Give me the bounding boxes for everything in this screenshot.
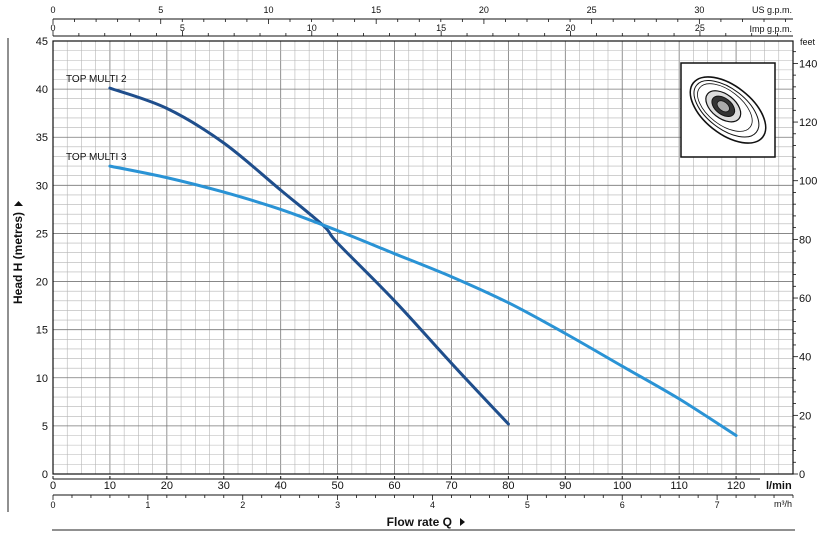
x-tick-label: 90	[559, 480, 571, 492]
x-tick-label: 100	[613, 480, 631, 492]
x-tick-label: 30	[218, 480, 230, 492]
feet-tick-label: 100	[799, 176, 817, 188]
m3h-tick-label: 4	[430, 500, 435, 510]
top-imp-gpm-axis: 0 5 10 15 20 25	[50, 23, 793, 37]
imp-gpm-tick-label: 10	[307, 23, 317, 33]
us-gpm-tick-label: 5	[158, 5, 163, 15]
feet-tick-label: 80	[799, 234, 811, 246]
feet-tick-label: 120	[799, 117, 817, 129]
y-tick-label: 0	[42, 469, 48, 481]
x-tick-label: 10	[104, 480, 116, 492]
us-gpm-tick-label: 10	[263, 5, 273, 15]
x-tick-label: 20	[161, 480, 173, 492]
y-tick-label: 40	[36, 84, 48, 96]
top-us-gpm-axis: 0 5 10 15 20 25 30	[50, 5, 793, 24]
feet-unit: feet	[800, 37, 816, 47]
x-tick-label: 60	[388, 480, 400, 492]
us-gpm-tick-label: 0	[50, 5, 55, 15]
m3h-unit: m³/h	[774, 499, 792, 509]
lmin-unit: l/min	[766, 480, 792, 492]
y-tick-label: 10	[36, 373, 48, 385]
curves	[108, 86, 738, 437]
head-metres-axis: 0 5 10 15 20 25 30 35 40 45	[36, 36, 48, 481]
us-gpm-tick-label: 15	[371, 5, 381, 15]
y-tick-label: 45	[36, 36, 48, 48]
feet-tick-label: 20	[799, 410, 811, 422]
y-tick-label: 5	[42, 421, 48, 433]
us-gpm-unit: US g.p.m.	[752, 5, 792, 15]
series-labels: TOP MULTI 2 TOP MULTI 3	[66, 74, 127, 163]
imp-gpm-tick-label: 5	[180, 23, 185, 33]
m3h-tick-label: 1	[145, 500, 150, 510]
plot-frame	[52, 40, 794, 475]
x-axis-title: Flow rate Q	[387, 515, 465, 529]
x-tick-label: 120	[727, 480, 745, 492]
series-label-1: TOP MULTI 2	[66, 74, 127, 85]
y-tick-label: 15	[36, 325, 48, 337]
x-tick-label: 0	[50, 480, 56, 492]
imp-gpm-tick-label: 15	[436, 23, 446, 33]
series-line-1	[108, 86, 510, 426]
flow-lmin-axis: 0 10 20 30 40 50 60 70 80 90 100 110 120	[50, 476, 760, 492]
feet-tick-label: 140	[799, 58, 817, 70]
x-tick-label: 50	[331, 480, 343, 492]
imp-gpm-unit: Imp g.p.m.	[749, 24, 792, 34]
imp-gpm-tick-label: 20	[566, 23, 576, 33]
flow-m3h-axis: 0 1 2 3 4 5 6 7	[50, 494, 794, 510]
m3h-tick-label: 7	[715, 500, 720, 510]
y-tick-label: 20	[36, 277, 48, 289]
x-axis-title-text: Flow rate Q	[387, 515, 452, 529]
feet-tick-label: 40	[799, 352, 811, 364]
us-gpm-tick-label: 20	[479, 5, 489, 15]
grid	[52, 40, 794, 475]
m3h-tick-label: 0	[50, 500, 55, 510]
x-tick-label: 70	[445, 480, 457, 492]
m3h-tick-label: 3	[335, 500, 340, 510]
imp-gpm-tick-label: 25	[695, 23, 705, 33]
m3h-tick-label: 5	[525, 500, 530, 510]
head-feet-axis: 0 20 40 60 80 100 120 140	[793, 51, 817, 481]
impeller-icon	[689, 76, 767, 144]
m3h-tick-label: 2	[240, 500, 245, 510]
feet-tick-label: 60	[799, 293, 811, 305]
imp-gpm-tick-label: 0	[50, 23, 55, 33]
pump-impeller-inset	[680, 62, 776, 158]
y-axis-title-text: Head H (metres)	[11, 212, 25, 304]
y-axis-arrow-icon	[14, 201, 23, 206]
y-tick-label: 25	[36, 228, 48, 240]
x-tick-label: 80	[502, 480, 514, 492]
us-gpm-tick-label: 25	[587, 5, 597, 15]
us-gpm-tick-label: 30	[694, 5, 704, 15]
x-tick-label: 40	[275, 480, 287, 492]
feet-tick-label: 0	[799, 469, 805, 481]
x-axis-arrow-icon	[460, 518, 465, 526]
m3h-tick-label: 6	[620, 500, 625, 510]
x-tick-label: 110	[670, 480, 688, 492]
y-tick-label: 30	[36, 180, 48, 192]
y-axis-title: Head H (metres)	[11, 201, 25, 304]
series-line-2	[108, 164, 738, 437]
series-label-2: TOP MULTI 3	[66, 152, 127, 163]
y-tick-label: 35	[36, 132, 48, 144]
